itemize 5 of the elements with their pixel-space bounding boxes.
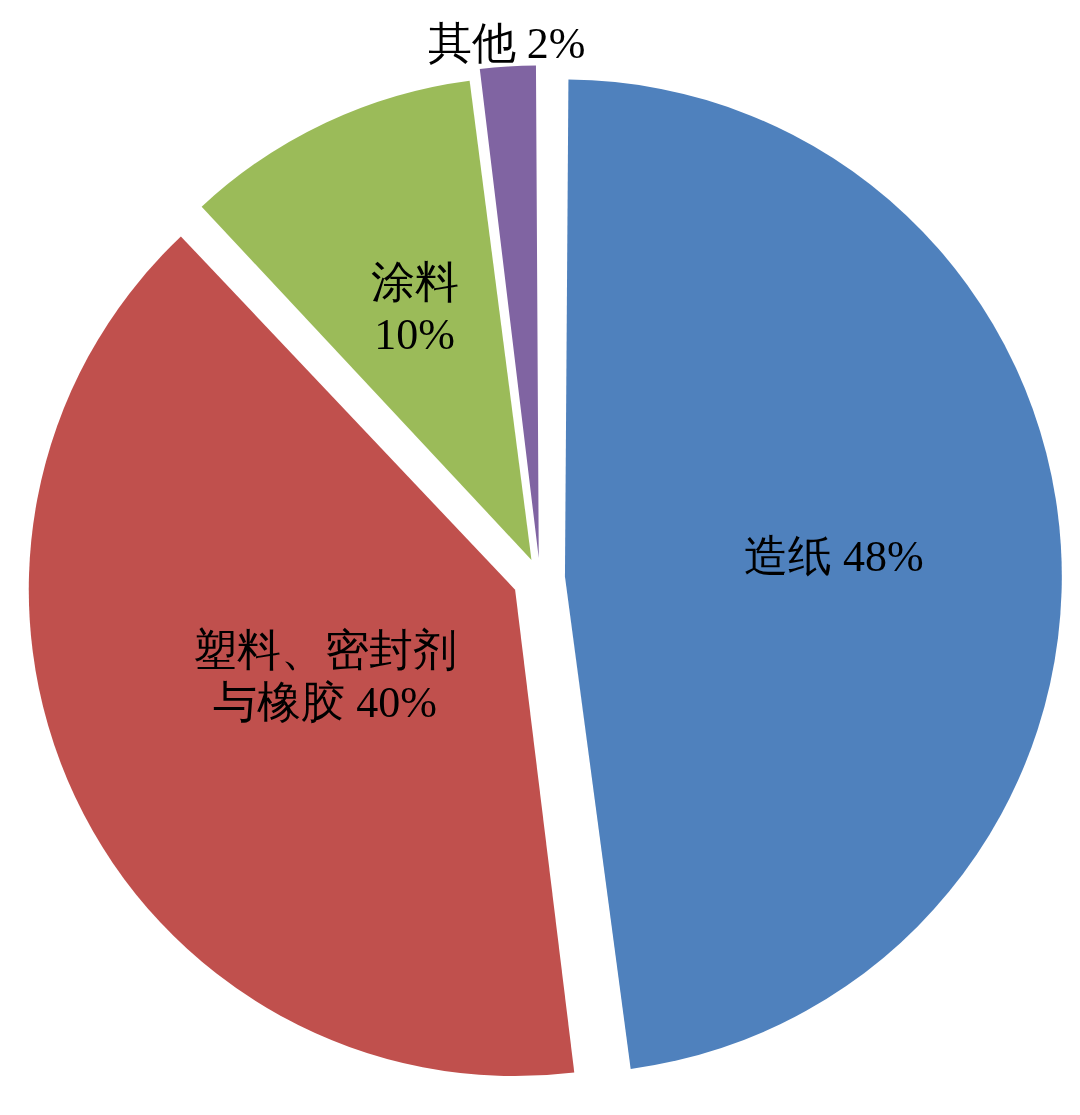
slice-label: 造纸 48% xyxy=(744,532,924,582)
slice-label: 涂料 xyxy=(370,258,459,308)
data-label: 10% xyxy=(374,310,455,360)
slice-label: 塑料、密封剂与橡胶 40% xyxy=(193,625,458,727)
slice-label: 其他 2% xyxy=(427,18,586,68)
